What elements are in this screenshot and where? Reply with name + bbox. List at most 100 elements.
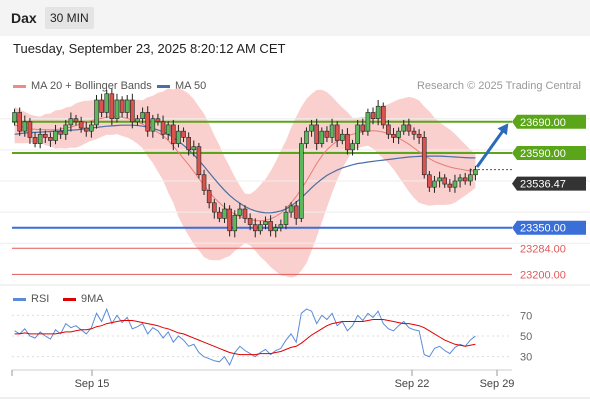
candle-body [370,112,376,119]
legend-rsi-label: RSI [31,293,50,305]
candle-body [375,105,381,119]
candle-body [283,211,289,225]
rsi-line [14,307,476,366]
candle-body [186,137,191,151]
candle-body [17,112,22,132]
candle-body [355,124,360,144]
legend-ma20-label: MA 20 + Bollinger Bands [31,80,152,92]
candle-body [324,130,330,138]
candle-body [201,174,207,191]
candle-body [145,112,151,132]
candle-body [432,180,437,188]
candle-body [181,130,186,138]
candle-body [48,137,53,141]
legend-9ma-label: 9MA [81,293,104,305]
candle-body [380,105,386,126]
candle-body [94,99,99,126]
candle-body [227,208,232,232]
candle-body [473,169,478,176]
candle-body [309,124,314,132]
candle-body [211,202,217,213]
candle-body [27,121,33,138]
candle-body [135,118,140,123]
candle-body [468,174,473,182]
resistance-level-label: 23590.00 [520,148,566,160]
x-tick-label: Sep 15 [75,378,110,390]
candle-body [457,177,463,182]
bollinger-bands [14,87,476,278]
candle-body [299,143,304,219]
candle-body [176,130,181,144]
legend-9ma-swatch [63,297,76,301]
symbol-label: Dax [11,10,37,26]
legend-ma20-swatch [13,84,26,88]
candle-body [99,99,104,113]
candle-body [365,112,371,132]
candle-body [89,124,94,132]
support-level-label: 23350.00 [520,223,566,235]
candle-body [160,121,166,135]
resistance-label-tag [512,114,586,129]
candle-body [339,133,345,141]
candle-body [109,93,115,119]
candles [12,88,478,238]
candle-body [258,224,263,232]
candle-body [442,177,448,185]
candle-body [83,127,89,132]
candle-body [68,118,74,126]
candle-body [130,99,135,123]
candle-body [63,124,69,135]
candle-body [386,124,391,135]
x-tick-label: Sep 29 [480,378,515,390]
x-tick-label: Sep 22 [395,378,430,390]
legend-ma50: MA 50 [157,80,206,92]
candle-body [242,208,248,219]
candle-body [217,211,222,219]
legend-ma20: MA 20 + Bollinger Bands [13,80,152,92]
header-bar: Dax 30 MIN [0,0,590,36]
candle-body [304,130,309,144]
timeframe-button[interactable]: 30 MIN [45,7,94,29]
candle-body [329,124,335,138]
candle-body [78,121,84,129]
candle-body [22,121,28,132]
resistance-label-tag [512,145,586,160]
bollinger-band-area [14,87,476,278]
candle-body [196,146,202,176]
projection-arrow [475,123,509,168]
candle-body [252,224,258,232]
candle-body [462,177,468,182]
candle-body [293,205,299,219]
last-level-label: 23536.47 [520,179,566,191]
candle-body [406,124,412,132]
candle-body [263,221,268,225]
legend-rsi-swatch [13,297,26,301]
support-label-tag [512,220,586,235]
last-label-tag [512,176,586,191]
candle-body [124,99,130,113]
candle-body [447,183,453,188]
candle-body [53,130,58,141]
candle-body [140,112,145,119]
level-labels: 23690.00 23590.00 23536.47 23350.00 23284.00… [512,114,586,281]
arrow-shaft [475,125,508,168]
x-axis: Sep 15 Sep 22 Sep 29 [0,369,590,399]
candle-body [222,208,227,219]
candle-body [12,112,17,123]
candle-body [421,137,427,176]
candle-body [119,99,125,113]
candle-body [452,180,458,188]
legend-rsi: RSI [13,293,49,305]
candle-body [191,146,197,151]
candle-body [232,214,238,232]
candle-body [416,133,422,138]
candle-body [37,133,43,144]
candle-body [273,227,279,232]
resistance-level-label: 23690.00 [520,117,566,129]
candle-body [391,133,396,138]
candle-body [171,124,176,144]
legend-9ma: 9MA [63,293,104,305]
candle-body [334,124,340,141]
rsi-tick-label: 30 [520,352,532,364]
